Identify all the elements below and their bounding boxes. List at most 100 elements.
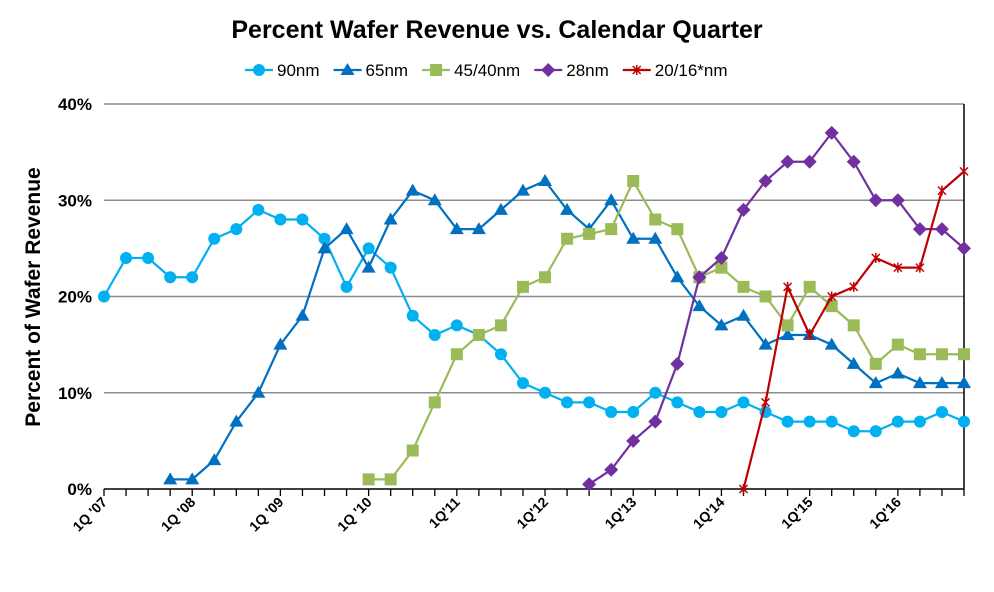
marker-diamond xyxy=(736,202,751,217)
series-45-40nm xyxy=(362,175,970,486)
marker-square xyxy=(715,261,728,274)
marker-circle xyxy=(142,252,155,264)
y-tick-label: 10% xyxy=(58,384,92,403)
marker-diamond xyxy=(912,222,927,237)
marker-circle xyxy=(318,232,331,245)
legend-item: 20/16*nm xyxy=(622,61,728,80)
series-line xyxy=(368,178,964,481)
marker-triangle xyxy=(405,183,420,196)
marker-triangle xyxy=(560,202,575,215)
marker-circle xyxy=(384,261,397,274)
series-line xyxy=(588,131,965,486)
marker-circle xyxy=(847,425,860,438)
marker-square xyxy=(869,357,882,370)
marker-triangle xyxy=(824,337,839,350)
marker-star xyxy=(871,253,881,263)
marker-star xyxy=(783,281,793,292)
marker-circle xyxy=(516,377,529,390)
marker-triangle xyxy=(648,231,663,244)
marker-triangle xyxy=(912,376,927,389)
marker-circle xyxy=(627,406,640,418)
marker-square xyxy=(935,348,948,361)
marker-circle xyxy=(494,348,507,361)
marker-diamond xyxy=(846,154,861,169)
marker-square xyxy=(891,338,904,351)
legend-item: 45/40nm xyxy=(422,61,520,80)
marker-square xyxy=(539,271,552,284)
marker-circle xyxy=(649,386,662,399)
axes: 0% 10% 20% 30% 40% 1Q '07 1Q '08 1Q '09 1Q '10 1Q… xyxy=(58,95,965,535)
marker-circle xyxy=(693,406,706,418)
marker-circle xyxy=(891,415,904,428)
marker-triangle xyxy=(515,183,530,196)
x-tick-label: 1Q'16 xyxy=(866,494,904,532)
marker-circle xyxy=(98,290,110,303)
marker-square xyxy=(913,348,926,361)
marker-diamond xyxy=(626,433,641,448)
marker-square xyxy=(583,227,596,240)
marker-square xyxy=(472,329,485,341)
legend-item: 65nm xyxy=(333,61,408,80)
marker-circle xyxy=(186,271,199,284)
marker-triangle xyxy=(339,222,354,235)
marker-triangle xyxy=(714,318,729,331)
marker-circle xyxy=(230,223,243,236)
x-tick-label: 1Q '08 xyxy=(158,494,199,535)
marker-triangle xyxy=(207,453,222,466)
y-axis-label: Percent of Wafer Revenue xyxy=(22,167,45,426)
marker-circle xyxy=(913,415,926,428)
marker-diamond xyxy=(890,193,905,208)
y-tick-label: 40% xyxy=(58,95,92,114)
marker-square xyxy=(561,232,574,245)
marker-triangle xyxy=(626,231,641,244)
marker-triangle xyxy=(361,260,376,273)
marker-square xyxy=(516,280,529,293)
marker-circle xyxy=(406,309,419,322)
x-tick-label: 1Q '10 xyxy=(334,494,375,535)
marker-square xyxy=(671,223,684,236)
marker-star xyxy=(827,291,837,302)
marker-triangle xyxy=(449,222,464,235)
marker-star xyxy=(805,330,815,340)
marker-circle xyxy=(869,425,882,438)
marker-star xyxy=(738,484,749,494)
marker-square xyxy=(406,444,419,457)
marker-triangle xyxy=(846,356,861,369)
marker-circle xyxy=(253,64,265,76)
legend-item: 28nm xyxy=(534,61,609,80)
x-tick-label: 1Q'11 xyxy=(426,494,463,531)
x-tick-label: 1Q '07 xyxy=(69,494,110,535)
marker-circle xyxy=(781,415,794,428)
y-tick-label: 30% xyxy=(58,191,92,210)
marker-circle xyxy=(583,396,596,409)
marker-square xyxy=(384,473,397,486)
marker-square xyxy=(649,213,662,226)
marker-circle xyxy=(428,329,441,341)
x-tick-label: 1Q'15 xyxy=(778,494,816,532)
marker-triangle xyxy=(934,376,949,389)
marker-triangle xyxy=(493,202,508,215)
marker-square xyxy=(450,348,463,361)
marker-triangle xyxy=(185,472,200,485)
series-65nm xyxy=(163,174,971,485)
marker-triangle xyxy=(957,376,971,389)
x-tick-label: 1Q'12 xyxy=(513,494,551,532)
series-group xyxy=(98,125,971,494)
marker-circle xyxy=(164,271,177,284)
marker-circle xyxy=(561,396,574,409)
x-tick-label: 1Q'13 xyxy=(601,494,639,532)
marker-square xyxy=(494,319,507,332)
marker-triangle xyxy=(604,193,619,206)
marker-diamond xyxy=(692,270,707,285)
marker-triangle xyxy=(736,308,751,321)
marker-circle xyxy=(450,319,463,332)
marker-circle xyxy=(362,242,375,255)
marker-diamond xyxy=(802,154,817,169)
marker-circle xyxy=(296,213,309,226)
marker-triangle xyxy=(340,63,355,75)
marker-circle xyxy=(252,203,265,216)
marker-square xyxy=(430,64,443,76)
marker-square xyxy=(847,319,860,332)
marker-square xyxy=(605,223,618,236)
marker-circle xyxy=(958,415,970,428)
